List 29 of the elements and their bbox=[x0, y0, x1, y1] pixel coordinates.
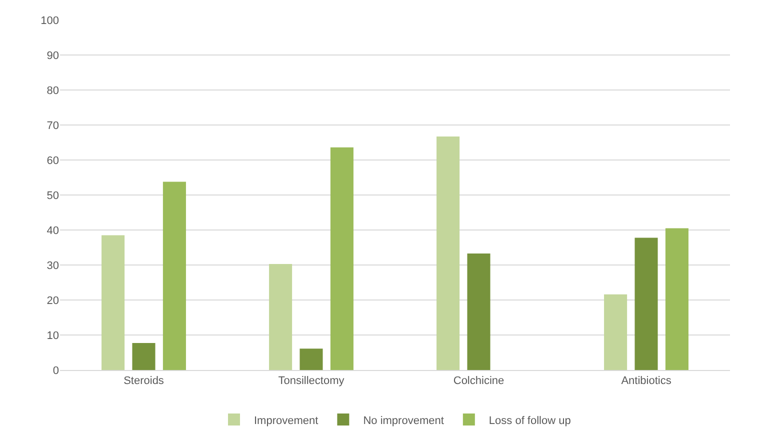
y-tick-label: 20 bbox=[46, 294, 59, 307]
bar bbox=[162, 182, 186, 370]
bar bbox=[634, 238, 658, 370]
y-tick-label: 0 bbox=[52, 364, 59, 377]
y-tick-label: 100 bbox=[40, 14, 59, 27]
x-tick-label: Colchicine bbox=[453, 375, 504, 388]
bar bbox=[665, 228, 688, 370]
x-tick-label: Antibiotics bbox=[621, 375, 672, 388]
y-tick-label: 40 bbox=[46, 224, 59, 237]
bar bbox=[269, 264, 292, 370]
bar bbox=[436, 136, 460, 370]
legend-label: Loss of follow up bbox=[488, 414, 571, 427]
y-tick-label: 10 bbox=[46, 330, 59, 342]
x-tick-label: Tonsillectomy bbox=[278, 375, 345, 388]
bar bbox=[467, 253, 490, 370]
y-tick-label: 80 bbox=[46, 84, 59, 97]
y-tick-label: 60 bbox=[46, 154, 59, 167]
bar bbox=[132, 343, 156, 370]
x-tick-label: Steroids bbox=[124, 375, 164, 388]
bar bbox=[604, 294, 628, 370]
y-tick-label: 50 bbox=[46, 190, 59, 202]
legend-label: No improvement bbox=[363, 414, 444, 427]
y-tick-label: 90 bbox=[46, 50, 59, 62]
y-tick-label: 70 bbox=[46, 120, 59, 132]
bar bbox=[330, 147, 354, 370]
bar bbox=[102, 235, 125, 370]
legend-label: Improvement bbox=[254, 414, 318, 427]
y-tick-label: 30 bbox=[46, 260, 59, 272]
bar bbox=[300, 348, 323, 370]
